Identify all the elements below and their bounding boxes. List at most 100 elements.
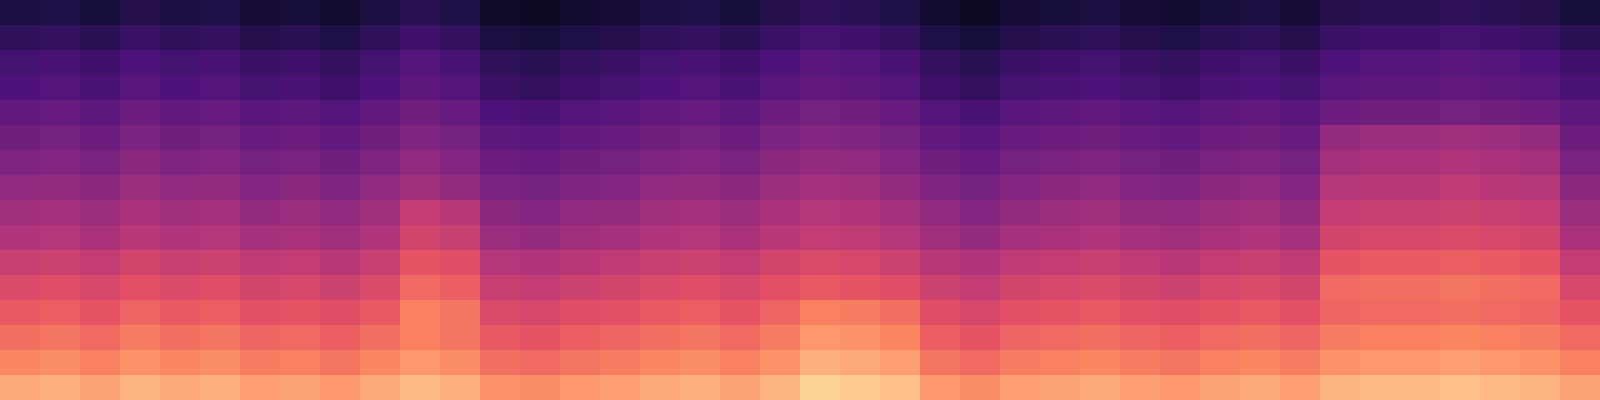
cell	[120, 375, 161, 400]
cell	[960, 50, 1001, 76]
cell	[400, 375, 441, 400]
cell	[920, 250, 961, 276]
cell	[1280, 0, 1321, 26]
cell	[280, 100, 321, 126]
cell	[840, 325, 881, 351]
cell	[80, 250, 121, 276]
cell	[1200, 300, 1241, 326]
cell	[1560, 125, 1600, 151]
cell	[560, 300, 601, 326]
cell	[1000, 275, 1041, 301]
cell	[840, 125, 881, 151]
cell	[280, 225, 321, 251]
cell	[600, 150, 641, 176]
cell	[840, 200, 881, 226]
cell	[360, 250, 401, 276]
cell	[1160, 300, 1201, 326]
cell	[1480, 325, 1521, 351]
cell	[720, 325, 761, 351]
cell	[1320, 250, 1361, 276]
cell	[120, 75, 161, 101]
cell	[1200, 325, 1241, 351]
cell	[880, 100, 921, 126]
cell	[440, 125, 481, 151]
cell	[1520, 100, 1561, 126]
cell	[1000, 0, 1041, 26]
cell	[0, 225, 41, 251]
cell	[1400, 300, 1441, 326]
cell	[680, 375, 721, 400]
cell	[160, 250, 201, 276]
cell	[200, 225, 241, 251]
cell	[720, 200, 761, 226]
cell	[0, 0, 41, 26]
cell	[360, 25, 401, 51]
cell	[1440, 0, 1481, 26]
cell	[1000, 175, 1041, 201]
cell	[200, 250, 241, 276]
cell	[400, 200, 441, 226]
cell	[1400, 50, 1441, 76]
cell	[800, 100, 841, 126]
cell	[800, 75, 841, 101]
cell	[1480, 275, 1521, 301]
cell	[320, 250, 361, 276]
cell	[840, 50, 881, 76]
cell	[960, 250, 1001, 276]
cell	[1160, 200, 1201, 226]
cell	[1080, 300, 1121, 326]
cell	[120, 250, 161, 276]
cell	[1200, 375, 1241, 400]
cell	[1520, 300, 1561, 326]
cell	[1080, 0, 1121, 26]
cell	[1040, 0, 1081, 26]
cell	[240, 375, 281, 400]
cell	[280, 325, 321, 351]
cell	[1040, 75, 1081, 101]
cell	[680, 125, 721, 151]
cell	[160, 350, 201, 376]
cell	[1560, 225, 1600, 251]
cell	[1440, 325, 1481, 351]
cell	[1280, 275, 1321, 301]
cell	[160, 100, 201, 126]
cell	[960, 125, 1001, 151]
cell	[800, 50, 841, 76]
cell	[760, 25, 801, 51]
cell	[880, 0, 921, 26]
cell	[1320, 50, 1361, 76]
cell	[1320, 275, 1361, 301]
cell	[1160, 275, 1201, 301]
cell	[1480, 175, 1521, 201]
cell	[1360, 25, 1401, 51]
cell	[1000, 350, 1041, 376]
cell	[640, 250, 681, 276]
cell	[600, 375, 641, 400]
cell	[40, 250, 81, 276]
cell	[1240, 225, 1281, 251]
cell	[760, 250, 801, 276]
cell	[200, 325, 241, 351]
cell	[1480, 0, 1521, 26]
cell	[1000, 300, 1041, 326]
cell	[1320, 25, 1361, 51]
cell	[1200, 250, 1241, 276]
cell	[360, 225, 401, 251]
cell	[240, 200, 281, 226]
cell	[840, 225, 881, 251]
cell	[1400, 375, 1441, 400]
cell	[1000, 200, 1041, 226]
cell	[400, 175, 441, 201]
cell	[1400, 200, 1441, 226]
cell	[720, 100, 761, 126]
cell	[0, 100, 41, 126]
cell	[0, 325, 41, 351]
cell	[1440, 100, 1481, 126]
cell	[1360, 75, 1401, 101]
cell	[1120, 50, 1161, 76]
cell	[480, 50, 521, 76]
cell	[320, 75, 361, 101]
cell	[120, 50, 161, 76]
cell	[400, 0, 441, 26]
cell	[1440, 175, 1481, 201]
